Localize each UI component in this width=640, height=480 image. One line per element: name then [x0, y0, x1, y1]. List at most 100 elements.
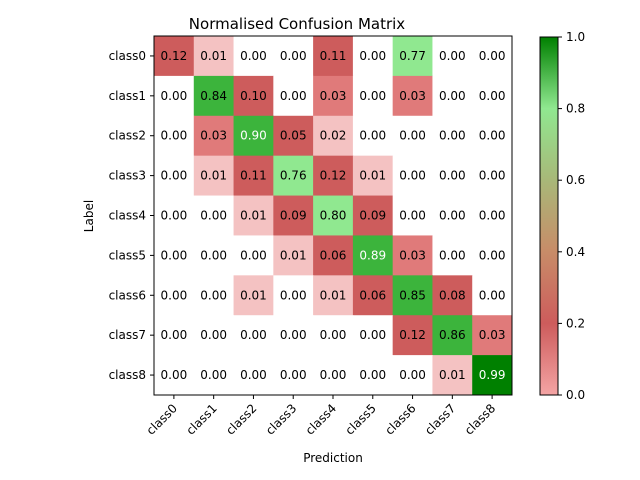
- heatmap-cell-value: 0.05: [280, 129, 307, 143]
- heatmap-cell-value: 0.00: [161, 209, 188, 223]
- heatmap-cell: [154, 36, 195, 77]
- heatmap-cell-value: 0.00: [439, 169, 466, 183]
- heatmap-cell: [313, 155, 354, 197]
- colorbar-tick-label: 0.2: [566, 316, 585, 330]
- heatmap-cell: [432, 195, 473, 236]
- heatmap-cell-value: 0.01: [240, 288, 267, 302]
- heatmap-cell-value: 0.00: [399, 209, 426, 223]
- heatmap-cell: [154, 235, 195, 276]
- heatmap-cell: [193, 355, 235, 396]
- x-axis-ticks: class0 class1 class2 class3 class4 class5 clas…: [144, 395, 498, 438]
- heatmap-cell-value: 0.02: [320, 129, 347, 143]
- heatmap-cell-value: 0.03: [399, 248, 426, 262]
- heatmap-cell-value: 0.00: [161, 288, 188, 302]
- heatmap-cell-value: 0.03: [200, 129, 227, 143]
- heatmap-cell: [273, 315, 314, 356]
- heatmap-cell: [472, 115, 513, 157]
- heatmap-cell-value: 0.03: [479, 328, 506, 342]
- heatmap-cell-value: 0.01: [359, 169, 386, 183]
- heatmap-cell: [273, 355, 314, 396]
- heatmap-cell-value: 0.01: [320, 288, 347, 302]
- heatmap-cell-value: 0.00: [359, 89, 386, 103]
- heatmap-cell: [392, 115, 433, 157]
- heatmap-cell: [472, 355, 513, 396]
- heatmap-cell: [313, 115, 354, 157]
- colorbar-ticks: 0.0 0.2 0.4 0.6 0.8 1.0: [558, 30, 585, 402]
- x-tick-label: class0: [144, 401, 180, 437]
- heatmap-cell-value: 0.00: [240, 328, 267, 342]
- heatmap-cell: [193, 75, 235, 117]
- heatmap-cell: [154, 155, 195, 197]
- heatmap-cell-value: 0.00: [439, 248, 466, 262]
- heatmap-cell-value: 0.00: [161, 169, 188, 183]
- heatmap-cell: [392, 155, 433, 197]
- heatmap-cell-value: 0.00: [280, 328, 307, 342]
- heatmap-cell-value: 0.01: [240, 209, 267, 223]
- heatmap-cell-value: 0.00: [320, 368, 347, 382]
- heatmap-cell: [432, 355, 473, 396]
- heatmap-cell: [392, 75, 433, 117]
- heatmap-cell: [193, 115, 235, 157]
- heatmap-cell-value: 0.00: [439, 89, 466, 103]
- heatmap-cell: [432, 115, 473, 157]
- y-tick-label: class3: [109, 169, 146, 183]
- heatmap-cell: [154, 355, 195, 396]
- y-tick-label: class5: [109, 248, 146, 262]
- heatmap-cell: [233, 75, 274, 117]
- heatmap-cell: [273, 155, 314, 197]
- colorbar-tick-label: 0.8: [566, 102, 585, 116]
- heatmap-cell-value: 0.00: [161, 129, 188, 143]
- heatmap-cell: [472, 195, 513, 236]
- heatmap-cell: [273, 235, 314, 276]
- heatmap-cell: [352, 315, 394, 356]
- heatmap-cell-value: 0.01: [280, 248, 307, 262]
- y-tick-label: class1: [109, 89, 146, 103]
- heatmap-cell: [154, 315, 195, 356]
- heatmap-cell-value: 0.10: [240, 89, 267, 103]
- heatmap-cell-value: 0.06: [359, 288, 386, 302]
- heatmap-cell: [432, 315, 473, 356]
- heatmap-cell-value: 0.12: [399, 328, 426, 342]
- heatmap-cell-value: 0.00: [399, 129, 426, 143]
- heatmap-cell: [154, 75, 195, 117]
- heatmap-cell: [392, 355, 433, 396]
- x-tick-label: class1: [183, 401, 219, 437]
- heatmap-cell-value: 0.00: [439, 209, 466, 223]
- heatmap-cell: [392, 195, 433, 236]
- heatmap-cell: [472, 155, 513, 197]
- heatmap-cell: [273, 36, 314, 77]
- heatmap-cell-value: 0.03: [320, 89, 347, 103]
- y-tick-label: class4: [109, 209, 146, 223]
- heatmap-cell: [154, 115, 195, 157]
- heatmap-cell-value: 0.12: [161, 49, 188, 63]
- heatmap-cell: [233, 315, 274, 356]
- heatmap-cell: [392, 36, 433, 77]
- heatmap-cell: [352, 235, 394, 276]
- heatmap-cell: [472, 75, 513, 117]
- heatmap-cell: [472, 315, 513, 356]
- heatmap-cell-value: 0.00: [399, 169, 426, 183]
- heatmap-cell: [313, 275, 354, 316]
- heatmap-cell: [193, 195, 235, 236]
- heatmap-cell: [313, 195, 354, 236]
- heatmap-cell-value: 0.76: [280, 169, 307, 183]
- y-tick-label: class2: [109, 129, 146, 143]
- heatmap-cell-value: 0.00: [479, 209, 506, 223]
- heatmap-cell-value: 0.00: [439, 129, 466, 143]
- heatmap-cell: [313, 235, 354, 276]
- heatmap-cell-value: 0.00: [359, 328, 386, 342]
- heatmap-cell-value: 0.77: [399, 49, 426, 63]
- heatmap-cell-value: 0.00: [280, 89, 307, 103]
- heatmap-cell: [193, 36, 235, 77]
- heatmap-cell-value: 0.00: [200, 288, 227, 302]
- x-tick-label: class5: [343, 401, 379, 437]
- heatmap-cell: [233, 235, 274, 276]
- colorbar-tick-label: 0.4: [566, 245, 585, 259]
- y-tick-label: class0: [109, 49, 146, 63]
- colorbar-tick-label: 0.6: [566, 173, 585, 187]
- heatmap-cell: [392, 315, 433, 356]
- heatmap-cell: [352, 36, 394, 77]
- colorbar-tick-label: 0.0: [566, 388, 585, 402]
- heatmap-cell-value: 0.00: [479, 49, 506, 63]
